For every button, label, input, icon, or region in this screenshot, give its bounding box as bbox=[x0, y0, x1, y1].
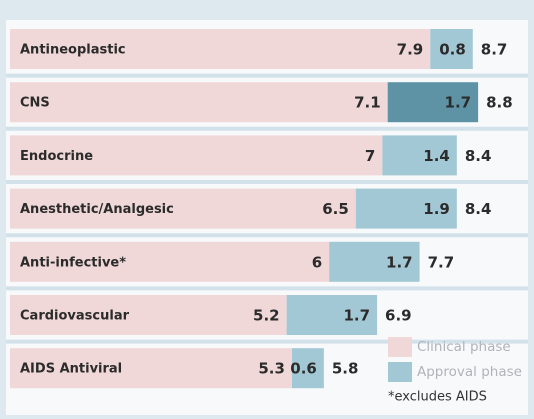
category-label: AIDS Antiviral bbox=[20, 362, 122, 377]
legend-swatch bbox=[388, 362, 412, 382]
total-label: 7.7 bbox=[428, 253, 455, 271]
value-label: 1.7 bbox=[343, 307, 370, 325]
bar-segment bbox=[387, 82, 479, 123]
value-label: 0.8 bbox=[439, 41, 466, 59]
bar-segment bbox=[10, 241, 330, 282]
bar-segment bbox=[10, 295, 287, 335]
category-label: Cardiovascular bbox=[20, 309, 130, 324]
value-label: 0.6 bbox=[290, 360, 317, 378]
bar-segment bbox=[329, 241, 420, 282]
category-label: Endocrine bbox=[20, 149, 93, 164]
value-label: 6 bbox=[312, 253, 322, 271]
bar-segment bbox=[355, 188, 457, 229]
legend-label: Approval phase bbox=[417, 364, 522, 380]
bar-segment bbox=[10, 188, 356, 229]
value-label: 1.9 bbox=[423, 200, 450, 218]
bar-segment bbox=[10, 135, 383, 176]
category-label: Anesthetic/Analgesic bbox=[20, 202, 174, 217]
bar-segment bbox=[10, 348, 292, 389]
value-label: 5.3 bbox=[258, 360, 285, 378]
value-label: 7.1 bbox=[354, 94, 381, 112]
total-label: 8.4 bbox=[465, 200, 492, 218]
value-label: 6.5 bbox=[322, 200, 349, 218]
category-label: Anti-infective* bbox=[20, 255, 126, 270]
total-label: 6.9 bbox=[385, 307, 412, 325]
legend-swatch bbox=[388, 337, 412, 357]
bar-segment bbox=[291, 348, 324, 389]
legend-label: Clinical phase bbox=[417, 339, 511, 355]
value-label: 1.4 bbox=[423, 147, 450, 165]
value-label: 5.2 bbox=[253, 307, 280, 325]
category-label: CNS bbox=[20, 96, 50, 111]
value-label: 1.7 bbox=[386, 253, 413, 271]
bar-segment bbox=[10, 29, 431, 69]
total-label: 8.4 bbox=[465, 147, 492, 165]
total-label: 8.8 bbox=[486, 94, 513, 112]
bar-segment bbox=[382, 135, 457, 176]
value-label: 1.7 bbox=[445, 94, 472, 112]
bar-segment bbox=[430, 29, 473, 69]
bar-segment bbox=[10, 82, 388, 123]
value-label: 7.9 bbox=[397, 41, 424, 59]
bar-segment bbox=[286, 295, 378, 335]
total-label: 5.8 bbox=[332, 360, 359, 378]
value-label: 7 bbox=[365, 147, 375, 165]
total-label: 8.7 bbox=[481, 41, 508, 59]
category-label: Antineoplastic bbox=[20, 43, 126, 58]
footnote: *excludes AIDS bbox=[388, 390, 487, 405]
